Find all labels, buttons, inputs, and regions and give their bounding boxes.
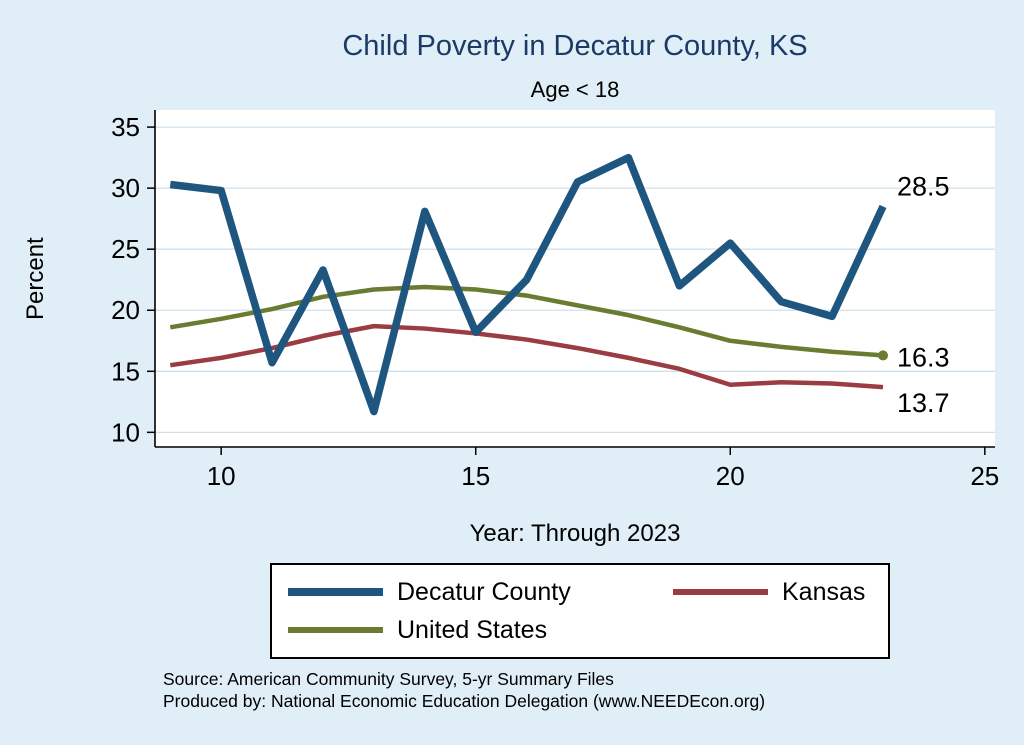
y-tick-label: 35 xyxy=(111,112,140,142)
end-label-kansas: 13.7 xyxy=(897,388,950,418)
source-line-2: Produced by: National Economic Education… xyxy=(163,691,766,711)
legend-entry-decatur-county: Decatur County xyxy=(288,575,673,609)
series-line-decatur-county xyxy=(169,153,887,416)
y-tick-label: 30 xyxy=(111,173,140,203)
y-tick-label: 20 xyxy=(111,295,140,325)
plot-area: 10 15 20 25 30 35 10 15 20 25 28.5 13.7 16.3 xyxy=(111,110,999,491)
plot-background xyxy=(155,110,995,447)
end-label-united-states: 16.3 xyxy=(897,342,950,372)
legend-swatch-decatur-county xyxy=(288,587,383,597)
x-axis-title: Year: Through 2023 xyxy=(469,520,681,547)
legend-label-kansas: Kansas xyxy=(782,577,866,606)
source-line-1: Source: American Community Survey, 5-yr … xyxy=(163,669,614,689)
y-tick-label: 15 xyxy=(111,356,140,386)
x-tick-label: 10 xyxy=(207,461,236,491)
legend: Decatur County Kansas United States xyxy=(270,563,890,659)
end-marker-united-states xyxy=(878,350,888,361)
chart-subtitle: Age < 18 xyxy=(530,77,620,102)
y-tick-label: 10 xyxy=(111,417,140,447)
series-line-united-states xyxy=(169,284,884,358)
legend-label-united-states: United States xyxy=(397,615,548,644)
x-tick-label: 15 xyxy=(461,461,490,491)
x-tick-label: 20 xyxy=(716,461,745,491)
source-note: Source: American Community Survey, 5-yr … xyxy=(163,668,963,712)
series-line-kansas xyxy=(169,323,884,390)
legend-entry-kansas: Kansas xyxy=(673,575,888,609)
chart-title: Child Poverty in Decatur County, KS xyxy=(342,30,808,62)
legend-entry-united-states: United States xyxy=(288,613,673,647)
y-axis-title: Percent xyxy=(22,237,49,320)
y-tick-label: 25 xyxy=(111,234,140,264)
end-label-decatur-county: 28.5 xyxy=(897,171,950,201)
legend-label-decatur-county: Decatur County xyxy=(397,577,571,606)
legend-swatch-united-states xyxy=(288,627,383,633)
x-tick-label: 25 xyxy=(970,461,999,491)
legend-swatch-kansas xyxy=(673,589,768,595)
plot-wrap: 10 15 20 25 30 35 10 15 20 25 28.5 13.7 16.3 xyxy=(111,110,999,491)
